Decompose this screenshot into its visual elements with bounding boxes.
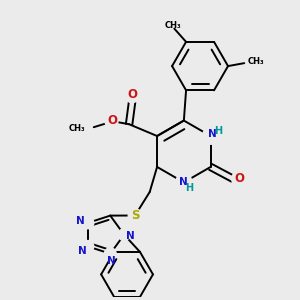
Text: CH₃: CH₃	[247, 57, 264, 66]
Circle shape	[82, 241, 94, 252]
Text: CH₃: CH₃	[164, 21, 181, 30]
Text: N: N	[179, 177, 188, 188]
Circle shape	[128, 209, 142, 222]
Circle shape	[202, 128, 219, 144]
Text: N: N	[126, 231, 135, 241]
Text: S: S	[131, 209, 139, 222]
Text: O: O	[234, 172, 244, 185]
Circle shape	[82, 217, 94, 229]
Text: H: H	[185, 183, 193, 193]
Circle shape	[126, 90, 139, 103]
Circle shape	[104, 248, 116, 260]
Text: N: N	[107, 256, 116, 266]
Text: H: H	[214, 126, 222, 136]
Circle shape	[118, 229, 130, 241]
Circle shape	[105, 115, 118, 128]
Text: CH₃: CH₃	[69, 124, 85, 133]
Text: N: N	[208, 129, 217, 139]
Text: O: O	[127, 88, 137, 101]
Text: O: O	[107, 114, 117, 127]
Circle shape	[176, 174, 192, 190]
Text: N: N	[78, 246, 86, 256]
Text: N: N	[76, 215, 85, 226]
Circle shape	[232, 172, 244, 185]
